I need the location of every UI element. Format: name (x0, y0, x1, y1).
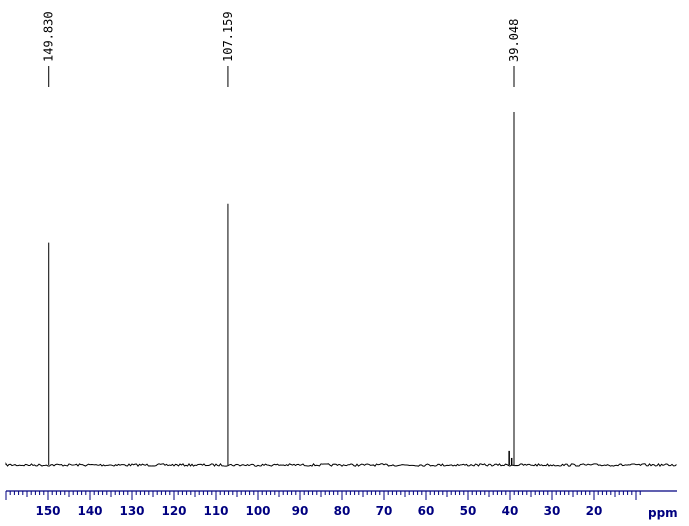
x-tick-label-90: 90 (292, 504, 309, 518)
x-tick-label-60: 60 (418, 504, 435, 518)
spectrum-trace (5, 462, 677, 468)
x-tick-label-20: 20 (586, 504, 603, 518)
x-tick-label-80: 80 (334, 504, 351, 518)
peak-label-0: 149.830 (42, 11, 56, 62)
x-tick-labels: 150 140 130 120 110 100 90 80 70 60 50 40 30 20 (35, 504, 602, 518)
x-tick-label-30: 30 (544, 504, 561, 518)
peak-lines (48, 112, 515, 465)
x-tick-label-100: 100 (245, 504, 270, 518)
x-tick-label-130: 130 (119, 504, 144, 518)
x-axis-unit-label: ppm (648, 506, 678, 520)
x-tick-label-50: 50 (460, 504, 477, 518)
x-tick-label-140: 140 (77, 504, 102, 518)
peak-label-1: 107.159 (221, 11, 235, 62)
x-ticks (5, 491, 641, 500)
x-tick-label-120: 120 (161, 504, 186, 518)
x-tick-label-40: 40 (502, 504, 519, 518)
x-tick-label-110: 110 (203, 504, 228, 518)
peak-label-leaders (48, 66, 515, 87)
x-tick-label-70: 70 (376, 504, 393, 518)
x-tick-label-150: 150 (35, 504, 60, 518)
x-axis: 150 140 130 120 110 100 90 80 70 60 50 40 30 20 ppm (5, 490, 678, 520)
peak-labels: 149.830 107.159 39.048 (42, 11, 521, 62)
peak-label-2: 39.048 (507, 19, 521, 62)
